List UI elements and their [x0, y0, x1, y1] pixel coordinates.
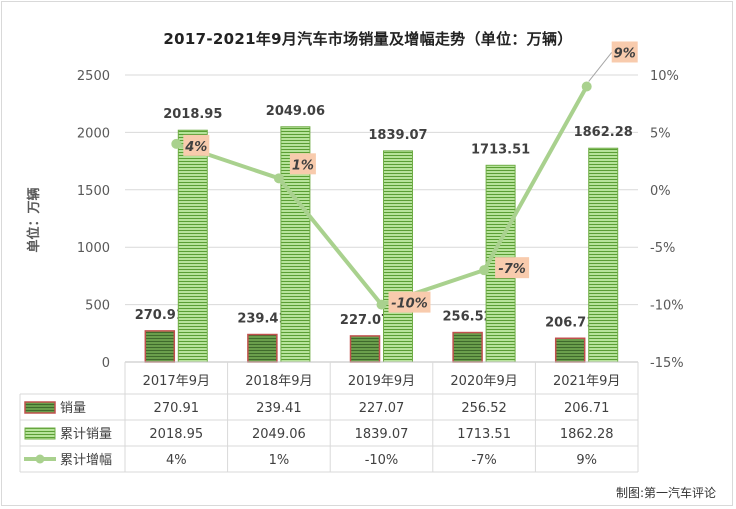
chart-title: 2017-2021年9月汽车市场销量及增幅走势（单位：万辆）	[163, 30, 573, 48]
line-growth-point	[479, 265, 490, 276]
bar-cumulative	[383, 150, 413, 363]
y-tick-label: 2500	[77, 69, 110, 84]
line-growth-point	[171, 138, 182, 149]
legend-key-sales	[24, 401, 56, 414]
x-tick-label: 2020年9月	[450, 374, 517, 389]
y-tick-label: 500	[85, 299, 110, 314]
table-cell: 1713.51	[457, 427, 511, 442]
bar-sales	[452, 331, 483, 363]
y2-tick-label: -5%	[650, 241, 675, 256]
y2-tick-label: 0%	[650, 184, 671, 199]
line-growth-label: 9%	[614, 46, 636, 61]
line-growth-point	[273, 173, 284, 184]
line-growth-point	[376, 299, 387, 310]
legend-label-sales: 销量	[60, 401, 86, 416]
legend-label-growth: 累计增幅	[60, 453, 112, 468]
line-growth-label-box	[183, 134, 210, 156]
table-cell: 270.91	[154, 401, 200, 416]
bar-sales	[144, 330, 176, 363]
legend-key-cumulative	[24, 427, 56, 440]
table-cell: 9%	[576, 453, 597, 468]
table-cell: -10%	[365, 453, 399, 468]
bar-cumulative-label: 1862.28	[574, 125, 633, 140]
line-growth-label-box	[495, 257, 530, 279]
bar-sales-label: 270.91	[135, 308, 185, 323]
bar-sales-label: 227.07	[340, 313, 390, 328]
bar-cumulative-label: 1839.07	[368, 128, 427, 143]
x-tick-label: 2018年9月	[245, 374, 312, 389]
table-cell: 256.52	[461, 401, 507, 416]
bar-cumulative-label: 2018.95	[163, 107, 222, 122]
table-cell: 2018.95	[149, 427, 203, 442]
bar-cumulative-label: 2049.06	[266, 104, 325, 119]
table-cell: 227.07	[359, 401, 405, 416]
line-growth-label: 1%	[292, 158, 314, 173]
legend-label-cumulative: 累计销量	[60, 427, 112, 442]
line-growth-label-box	[611, 41, 638, 63]
y2-tick-label: -10%	[650, 299, 684, 314]
y2-tick-label: 5%	[650, 126, 671, 141]
bar-sales-label: 206.71	[545, 315, 595, 330]
x-tick-label: 2019年9月	[348, 374, 415, 389]
legend-key-growth-marker	[35, 454, 45, 464]
y-tick-label: 2000	[77, 126, 110, 141]
bar-sales	[349, 335, 381, 363]
line-growth-label-box	[289, 153, 316, 175]
line-growth-label: -10%	[391, 297, 428, 312]
bar-sales	[554, 337, 586, 363]
x-tick-label: 2017年9月	[143, 374, 210, 389]
bar-cumulative	[588, 147, 619, 363]
line-growth-point	[581, 81, 592, 92]
line-growth-label-box	[388, 291, 431, 313]
table-cell: -7%	[471, 453, 496, 468]
table-cell: 1862.28	[560, 427, 614, 442]
x-tick-label: 2021年9月	[553, 374, 620, 389]
table-cell: 239.41	[256, 401, 302, 416]
y2-tick-label: -15%	[650, 356, 684, 371]
table-cell: 2049.06	[252, 427, 306, 442]
y-tick-label: 0	[102, 356, 110, 371]
bar-sales-label: 239.41	[237, 312, 287, 327]
bar-cumulative-label: 1713.51	[471, 142, 530, 157]
y-axis-label: 单位：万辆	[26, 187, 42, 252]
line-growth-label: 4%	[184, 140, 207, 155]
credit-text: 制图:第一汽车评论	[615, 486, 716, 500]
y-tick-label: 1500	[77, 184, 110, 199]
bar-cumulative	[177, 129, 208, 363]
table-cell: 1839.07	[355, 427, 409, 442]
label-leader-line	[588, 52, 613, 82]
table-cell: 4%	[166, 453, 187, 468]
table-cell: 1%	[269, 453, 290, 468]
bar-sales	[247, 333, 278, 363]
y2-tick-label: 10%	[650, 69, 679, 84]
table-cell: 206.71	[564, 401, 610, 416]
line-growth-label: -7%	[498, 262, 525, 277]
y-tick-label: 1000	[77, 241, 110, 256]
bar-sales-label: 256.52	[443, 310, 493, 325]
